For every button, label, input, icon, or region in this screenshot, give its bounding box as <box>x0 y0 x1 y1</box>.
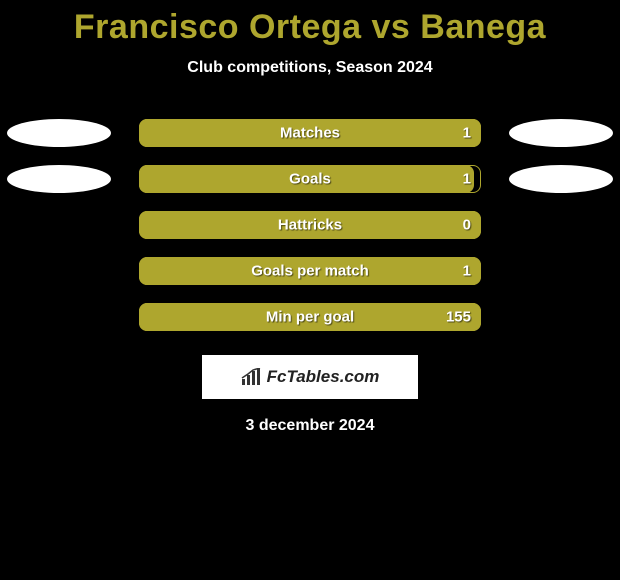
oval-spacer <box>509 303 613 331</box>
player-oval-left <box>7 119 111 147</box>
chart-container: Francisco Ortega vs Banega Club competit… <box>0 0 620 435</box>
oval-spacer <box>509 257 613 285</box>
stat-label: Hattricks <box>278 217 342 234</box>
stat-row: Hattricks 0 <box>0 211 620 239</box>
bar-chart-icon <box>241 368 263 386</box>
stat-value: 1 <box>463 171 471 188</box>
player-oval-right <box>509 119 613 147</box>
logo-text: FcTables.com <box>267 367 380 387</box>
stat-label: Goals per match <box>251 263 369 280</box>
logo-box: FcTables.com <box>202 355 418 399</box>
stat-bar: Min per goal 155 <box>139 303 481 331</box>
stat-value: 1 <box>463 125 471 142</box>
stat-value: 0 <box>463 217 471 234</box>
stat-label: Min per goal <box>266 309 354 326</box>
stat-bar: Hattricks 0 <box>139 211 481 239</box>
stat-rows: Matches 1 Goals 1 Hattricks 0 Goals per match 1… <box>0 119 620 331</box>
stat-bar: Matches 1 <box>139 119 481 147</box>
stat-row: Goals 1 <box>0 165 620 193</box>
stat-bar: Goals per match 1 <box>139 257 481 285</box>
player-oval-right <box>509 165 613 193</box>
stat-row: Matches 1 <box>0 119 620 147</box>
oval-spacer <box>7 257 111 285</box>
player-oval-left <box>7 165 111 193</box>
stat-label: Goals <box>289 171 331 188</box>
stat-value: 1 <box>463 263 471 280</box>
oval-spacer <box>7 211 111 239</box>
stat-value: 155 <box>446 309 471 326</box>
page-title: Francisco Ortega vs Banega <box>0 8 620 47</box>
subtitle: Club competitions, Season 2024 <box>0 59 620 77</box>
stat-row: Goals per match 1 <box>0 257 620 285</box>
oval-spacer <box>7 303 111 331</box>
stat-bar: Goals 1 <box>139 165 481 193</box>
stat-row: Min per goal 155 <box>0 303 620 331</box>
oval-spacer <box>509 211 613 239</box>
date-label: 3 december 2024 <box>0 417 620 435</box>
stat-label: Matches <box>280 125 340 142</box>
